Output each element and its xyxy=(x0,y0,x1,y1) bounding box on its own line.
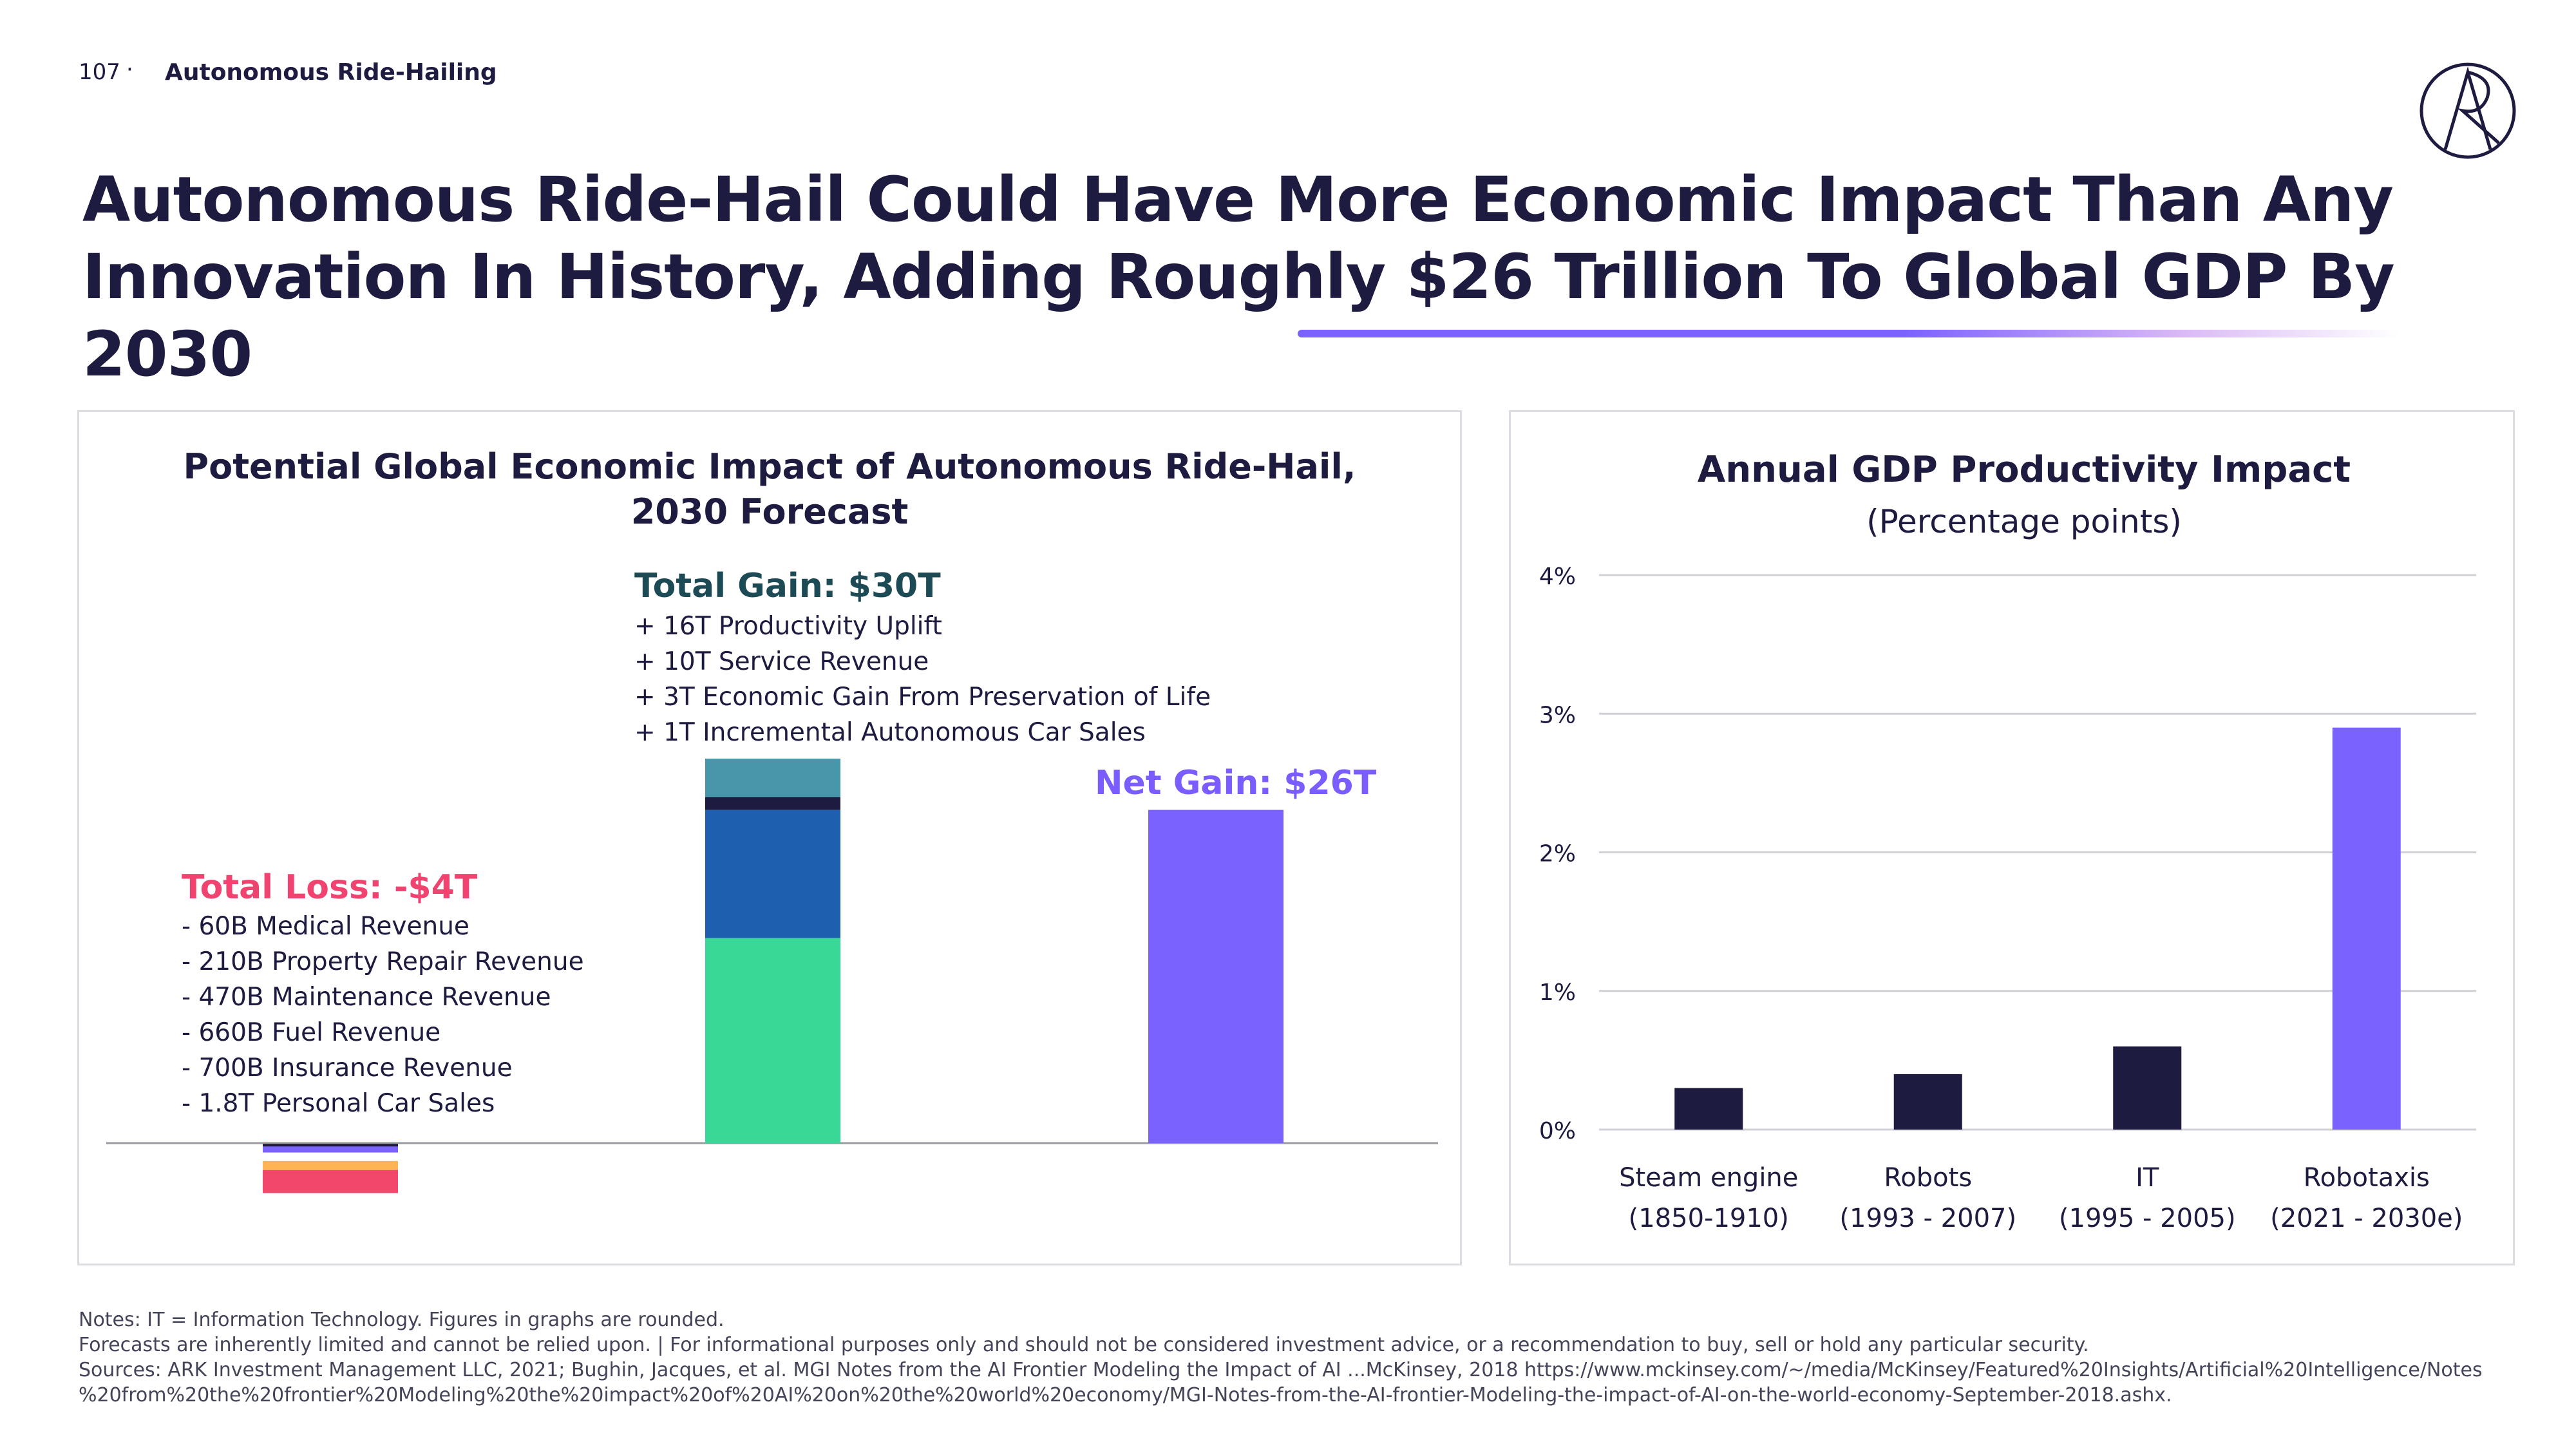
loss-items-list: - 60B Medical Revenue - 210B Property Re… xyxy=(182,909,584,1121)
gain-title: Total Gain: $30T xyxy=(634,567,941,605)
gain-item: + 16T Productivity Uplift xyxy=(634,612,942,641)
footnote-notes: Notes: IT = Information Technology. Figu… xyxy=(79,1309,724,1331)
x-tick-label: IT xyxy=(2136,1163,2159,1193)
y-tick-label: 0% xyxy=(1539,1118,1576,1144)
page-title: Autonomous Ride-Hail Could Have More Eco… xyxy=(82,161,2465,393)
bar-segment-property-repair-revenue xyxy=(263,1144,398,1147)
loss-item: - 60B Medical Revenue xyxy=(182,912,469,941)
loss-item: - 470B Maintenance Revenue xyxy=(182,983,551,1012)
page-number: 107 xyxy=(79,59,120,85)
footnote-disclaimer: Forecasts are inherently limited and can… xyxy=(79,1334,2089,1356)
bar-segment-incremental-autonomous-car-sales xyxy=(705,759,840,797)
title-accent-underline xyxy=(1298,330,2399,337)
ark-logo xyxy=(2420,62,2516,159)
bar-segment-maintenance-revenue xyxy=(263,1146,398,1153)
bar-steam-engine xyxy=(1674,1088,1743,1130)
loss-title: Total Loss: -$4T xyxy=(182,868,478,907)
y-tick-label: 1% xyxy=(1539,980,1576,1006)
footnote-sources-cont: %20from%20the%20frontier%20Modeling%20th… xyxy=(79,1384,2172,1406)
bar-robots xyxy=(1893,1074,1962,1130)
x-tick-sublabel: (1993 - 2007) xyxy=(1839,1204,2016,1233)
y-tick-label: 2% xyxy=(1539,841,1576,867)
bar-segment-medical-revenue xyxy=(263,1143,398,1144)
bar-it xyxy=(2113,1046,2182,1130)
loss-item: - 1.8T Personal Car Sales xyxy=(182,1089,495,1118)
section-label: Autonomous Ride-Hailing xyxy=(165,59,497,86)
x-tick-label: Robots xyxy=(1884,1163,1972,1193)
right-chart-subtitle: (Percentage points) xyxy=(1866,503,2182,540)
gain-item: + 1T Incremental Autonomous Car Sales xyxy=(634,718,1146,747)
page-title-line-1: Autonomous Ride-Hail Could Have More Eco… xyxy=(82,164,2394,236)
x-tick-sublabel: (2021 - 2030e) xyxy=(2270,1204,2463,1233)
bar-segment-fuel-revenue xyxy=(263,1152,398,1161)
x-tick-label: Robotaxis xyxy=(2304,1163,2430,1193)
bar-robotaxis xyxy=(2332,727,2401,1130)
loss-item: - 660B Fuel Revenue xyxy=(182,1018,441,1047)
x-tick-sublabel: (1995 - 2005) xyxy=(2059,1204,2236,1233)
y-tick-label: 3% xyxy=(1539,702,1576,728)
bar-segment-personal-car-sales xyxy=(263,1170,398,1193)
footnotes: Notes: IT = Information Technology. Figu… xyxy=(79,1307,2539,1408)
bar-segment-economic-gain-from-preservation-of-life xyxy=(705,797,840,810)
left-chart-title-line-2: 2030 Forecast xyxy=(630,491,909,532)
gain-item: + 10T Service Revenue xyxy=(634,647,929,676)
net-gain-title: Net Gain: $26T xyxy=(1095,764,1377,802)
header-separator: · xyxy=(126,57,133,82)
gain-item: + 3T Economic Gain From Preservation of … xyxy=(634,683,1211,712)
loss-item: - 210B Property Repair Revenue xyxy=(182,947,584,976)
y-tick-label: 4% xyxy=(1539,564,1576,590)
bar-segment-net-gain xyxy=(1148,810,1283,1143)
x-tick-label: Steam engine xyxy=(1619,1163,1798,1193)
loss-item: - 700B Insurance Revenue xyxy=(182,1054,513,1083)
page-title-line-2: Innovation In History, Adding Roughly $2… xyxy=(82,241,2395,390)
bar-segment-service-revenue xyxy=(705,810,840,938)
footnote-sources: Sources: ARK Investment Management LLC, … xyxy=(79,1359,2483,1381)
gain-items-list: + 16T Productivity Uplift + 10T Service … xyxy=(634,609,1211,750)
bar-segment-productivity-uplift xyxy=(705,938,840,1143)
left-chart-title-line-1: Potential Global Economic Impact of Auto… xyxy=(183,446,1356,487)
bar-segment-insurance-revenue xyxy=(263,1160,398,1170)
right-chart-title: Annual GDP Productivity Impact xyxy=(1697,449,2351,491)
x-tick-sublabel: (1850-1910) xyxy=(1629,1204,1789,1233)
